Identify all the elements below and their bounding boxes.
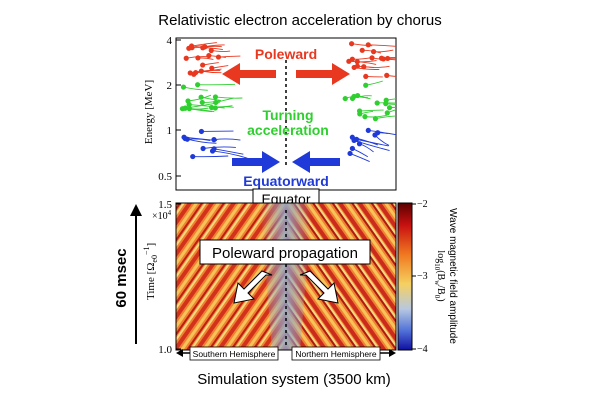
time-tick-1-5: 1.5 [158,199,172,211]
electron-marker [347,150,353,157]
electron-marker [215,54,222,60]
electron-trajectory [192,155,229,158]
electron-trajectory [203,146,236,149]
turning-label-line1: Turning [262,107,313,123]
electron-marker [349,41,355,47]
electron-marker [378,55,385,61]
electron-marker [183,55,189,61]
electron-marker [375,130,381,136]
energy-tick-1: 1 [167,125,173,137]
duration-indicator: 60 msec [113,204,142,344]
equatorward-arrows [232,151,340,173]
colorbar: −2 −3 −4 Wave magnetic field amplitude l… [397,199,458,355]
time-y-axis: 1.5 1.0 ×104 Time [Ωe0−1] [142,199,181,356]
electron-marker [355,92,361,99]
energy-tick-4: 4 [167,35,173,47]
energy-axis-label: Energy [MeV] [143,80,155,144]
electron-marker [372,116,379,122]
electron-marker [351,64,357,71]
electron-marker [199,99,205,106]
electron-marker [384,110,390,116]
electron-trajectory [197,83,236,86]
electron-marker [186,45,192,51]
hemisphere-labels: Southern Hemisphere Northern Hemisphere [176,346,396,361]
electron-marker [211,146,217,152]
electron-marker [211,137,217,143]
colorbar-tick-neg2: −2 [417,199,428,210]
time-multiplier: ×104 [152,209,172,222]
electron-marker [209,65,215,71]
electron-marker [363,73,369,80]
electron-trajectory [385,103,396,105]
electron-marker [191,71,197,77]
electron-marker [208,47,214,54]
electron-marker [349,56,355,62]
duration-label: 60 msec [113,248,130,307]
electron-marker [200,45,206,51]
electron-trajectory [356,138,389,147]
poleward-label: Poleward [255,46,317,62]
figure-title: Relativistic electron acceleration by ch… [158,12,441,29]
propagation-label-box [199,239,371,265]
electron-marker [184,136,190,142]
electron-marker [186,102,192,108]
electron-marker [182,105,188,111]
electron-marker [342,95,348,102]
electron-marker [369,55,375,61]
colorbar-label-line2: log10(Bw/B0) [433,250,446,301]
energy-y-axis: 4 2 1 0.5 Energy [MeV] [143,35,181,183]
electron-marker [190,153,196,160]
electron-marker [353,136,360,142]
colorbar-tick-neg4: −4 [417,344,428,355]
electron-marker [359,47,365,53]
colorbar-label-line1: Wave magnetic field amplitude [447,208,458,344]
colorbar-gradient [397,202,413,351]
electron-marker [384,72,390,78]
time-tick-1-0: 1.0 [158,344,172,356]
electron-marker [198,68,204,74]
electron-marker [356,141,363,147]
electron-marker [386,105,393,111]
electron-marker [385,55,391,62]
time-panel: 1.5 1.0 ×104 Time [Ωe0−1] 60 msec Polewa… [113,199,397,388]
electron-marker [362,114,368,120]
electron-marker [365,127,371,134]
electron-marker [195,82,201,88]
propagation-arrows [233,270,339,304]
electron-marker [180,84,187,90]
colorbar-tick-neg3: −3 [417,271,428,282]
southern-hemisphere-label: Southern Hemisphere [193,349,276,359]
electron-marker [383,97,389,103]
time-axis-label: Time [Ωe0−1] [142,243,159,300]
electron-trajectory [212,150,248,159]
energy-tick-2: 2 [167,80,173,92]
poleward-arrows [222,63,350,85]
electron-marker [198,128,205,135]
x-axis-label: Simulation system (3500 km) [197,371,390,388]
electron-marker [349,145,355,152]
electron-marker [357,111,363,117]
equatorward-label: Equatorward [243,173,329,189]
electron-marker [209,104,215,111]
electron-trajectory [189,104,225,109]
northern-hemisphere-label: Northern Hemisphere [295,349,377,359]
electron-marker [374,100,380,106]
electron-marker [195,55,201,61]
electron-marker [200,145,206,152]
electron-marker [206,52,212,59]
turning-label-line2: acceleration [247,122,329,138]
electron-marker [365,42,371,48]
electron-marker [361,64,367,70]
electron-marker [200,62,206,68]
electron-marker [349,134,355,140]
energy-panel: 4 2 1 0.5 Energy [MeV] Poleward Turning … [143,35,397,191]
electron-marker [212,94,219,100]
electron-marker [370,49,377,55]
electron-marker [363,82,369,88]
energy-tick-0-5: 0.5 [158,171,172,183]
time-panel-frame [175,202,397,351]
electron-trajectories [179,41,396,163]
propagation-label: Poleward propagation [212,245,358,262]
